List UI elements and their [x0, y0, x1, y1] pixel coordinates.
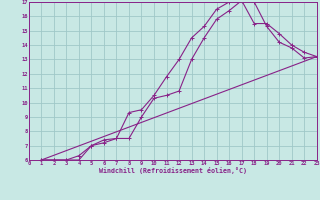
X-axis label: Windchill (Refroidissement éolien,°C): Windchill (Refroidissement éolien,°C) — [99, 167, 247, 174]
